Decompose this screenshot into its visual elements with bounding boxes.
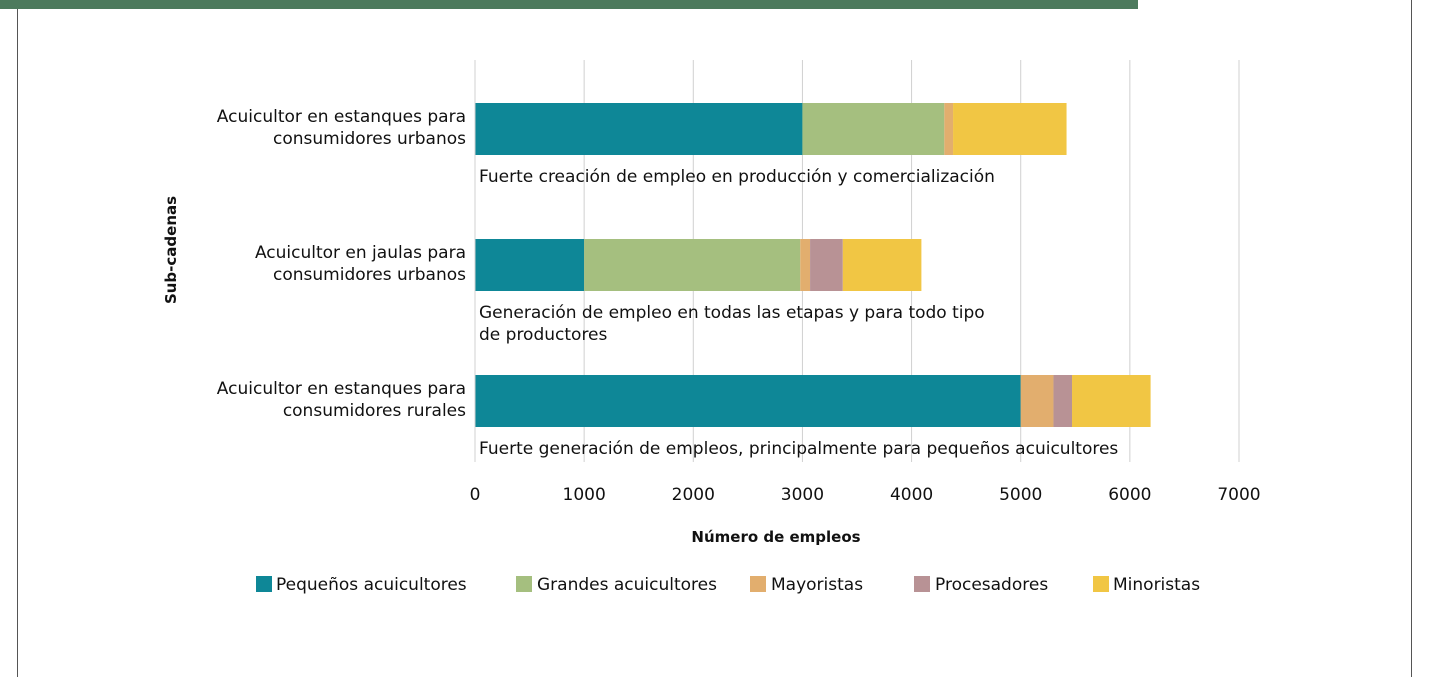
- bar-segment: [810, 239, 843, 291]
- legend-label: Grandes acuicultores: [537, 575, 717, 595]
- x-tick-label: 6000: [1108, 485, 1151, 505]
- legend-swatch: [914, 576, 930, 592]
- bar-segment: [802, 103, 945, 155]
- annotation: Generación de empleo en todas las etapas…: [479, 303, 985, 345]
- category-label: Acuicultor en estanques para consumidore…: [216, 379, 466, 421]
- bar-segment: [1072, 375, 1151, 427]
- bar-segment: [953, 103, 1067, 155]
- legend-swatch: [516, 576, 532, 592]
- bar-segment: [800, 239, 811, 291]
- x-tick-label: 5000: [999, 485, 1042, 505]
- annotation: Fuerte creación de empleo en producción …: [479, 167, 995, 187]
- x-tick-label: 4000: [890, 485, 933, 505]
- legend-swatch: [1093, 576, 1109, 592]
- bar-segment: [1053, 375, 1073, 427]
- legend-swatch: [750, 576, 766, 592]
- x-tick-label: 3000: [781, 485, 824, 505]
- bar-segment: [475, 239, 585, 291]
- legend-label: Minoristas: [1113, 575, 1200, 595]
- bar-segment: [944, 103, 954, 155]
- x-tick-label: 7000: [1217, 485, 1260, 505]
- bar-segment: [842, 239, 922, 291]
- bar-segment: [1020, 375, 1054, 427]
- header-band: [0, 0, 1138, 9]
- category-label: Acuicultor en estanques para consumidore…: [216, 107, 466, 149]
- x-tick-label: 2000: [672, 485, 715, 505]
- bar-segment: [475, 103, 803, 155]
- x-tick-label: 1000: [563, 485, 606, 505]
- x-axis-label: Número de empleos: [691, 528, 860, 546]
- y-axis-label: Sub-cadenas: [162, 196, 180, 304]
- bar-segment: [475, 375, 1021, 427]
- legend-label: Mayoristas: [771, 575, 863, 595]
- legend-label: Pequeños acuicultores: [276, 575, 467, 595]
- x-tick-label: 0: [470, 485, 481, 505]
- bar-segment: [584, 239, 801, 291]
- legend-label: Procesadores: [935, 575, 1048, 595]
- annotation: Fuerte generación de empleos, principalm…: [479, 439, 1119, 459]
- legend-swatch: [256, 576, 272, 592]
- category-label: Acuicultor en jaulas para consumidores u…: [254, 243, 466, 285]
